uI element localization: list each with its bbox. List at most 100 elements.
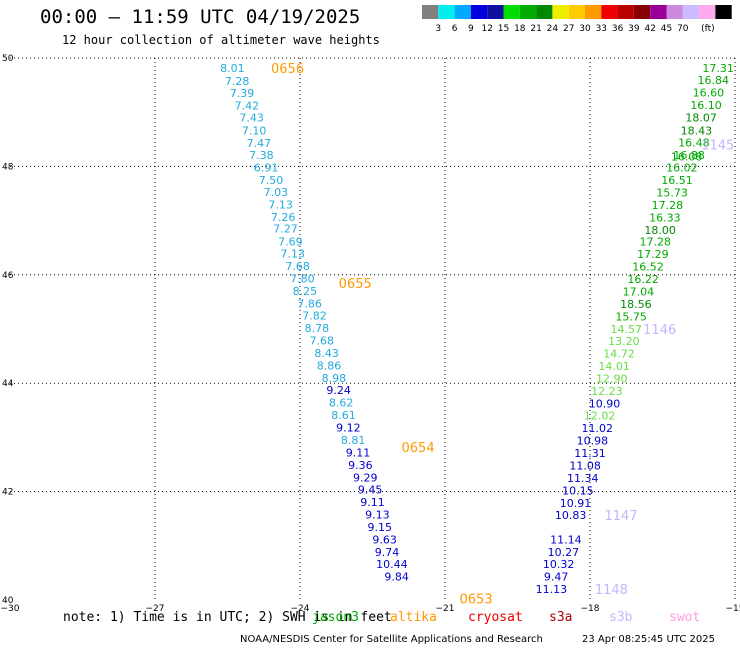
swh-value: 7.27 [273, 223, 298, 236]
credit-text: NOAA/NESDIS Center for Satellite Applica… [240, 634, 543, 645]
swh-value: 9.15 [368, 521, 393, 534]
swh-value: 16.88 [673, 149, 705, 162]
swh-value: 18.56 [620, 298, 652, 311]
scale-swatch [454, 5, 471, 19]
swh-value: 8.01 [220, 62, 245, 75]
swh-value: 7.68 [285, 260, 310, 273]
swh-value: 18.00 [644, 224, 676, 237]
swh-value: 10.44 [376, 558, 408, 571]
swh-value: 16.10 [690, 99, 722, 112]
scale-swatch [666, 5, 683, 19]
swh-value: 14.57 [611, 323, 643, 336]
swh-value: 12.90 [596, 372, 628, 385]
swh-value: 8.86 [317, 359, 342, 372]
swh-value: 11.34 [567, 472, 599, 485]
x-tick-label: −15 [726, 604, 740, 612]
swh-value: 9.84 [384, 571, 409, 584]
scale-tick-label: 18 [514, 24, 526, 34]
swh-value: 14.01 [598, 360, 630, 373]
y-tick-label: 50 [2, 54, 14, 64]
pass-time-label: 0654 [402, 441, 435, 456]
swh-value: 16.02 [666, 161, 698, 174]
satellite-label-s3a: s3a [549, 610, 573, 625]
scale-tick-label: 33 [596, 24, 607, 34]
y-tick-label: 46 [2, 271, 14, 281]
swh-value: 12.02 [584, 410, 616, 423]
scale-swatch [536, 5, 553, 19]
swh-value: 12.23 [591, 385, 623, 398]
y-tick-label: 40 [2, 596, 14, 606]
scale-swatch [617, 5, 634, 19]
x-tick-label: −21 [436, 604, 455, 612]
swh-value: 7.13 [268, 198, 293, 211]
swh-value: 7.10 [242, 125, 267, 138]
color-scale-legend: 3 6 9 12 15 18 21 24 27 30 33 36 39 42 45 70 (ft) [422, 5, 732, 34]
swh-value: 7.28 [225, 75, 250, 88]
scale-tick-label: 36 [612, 24, 624, 34]
swh-value: 7.39 [230, 87, 255, 100]
pass-time-label: 0655 [339, 277, 372, 292]
swh-value: 9.45 [358, 483, 383, 496]
swh-value: 7.43 [239, 112, 264, 125]
scale-tick-label: 42 [644, 24, 655, 34]
swh-value: 18.43 [681, 125, 713, 138]
x-tick-label: −18 [581, 604, 600, 612]
swh-value: 14.72 [603, 347, 635, 360]
satellite-label-swot: swot [669, 610, 701, 625]
scale-tick-label: 70 [677, 24, 689, 34]
swh-value: 11.02 [582, 422, 614, 435]
y-tick-label: 42 [2, 488, 13, 498]
scale-swatch [503, 5, 520, 19]
scale-tick-label: 30 [579, 24, 591, 34]
swh-value: 16.51 [661, 174, 693, 187]
note-text: note: 1) Time is in UTC; 2) SWH is in fe… [63, 610, 392, 625]
scale-swatch [552, 5, 569, 19]
swh-value: 10.90 [589, 397, 621, 410]
swh-value: 16.33 [649, 211, 681, 224]
swh-value: 8.78 [305, 322, 330, 335]
pass-time-label: 1146 [643, 323, 676, 338]
swh-value: 17.29 [637, 248, 669, 261]
swh-value: 16.84 [698, 74, 730, 87]
x-tick-label: −27 [146, 604, 165, 612]
pass-time-label: 0656 [271, 62, 304, 77]
swh-value: 7.38 [249, 149, 274, 162]
scale-swatch [438, 5, 455, 19]
swh-value: 7.82 [302, 309, 327, 322]
scale-tick-label: 12 [481, 24, 492, 34]
swh-value: 7.86 [297, 298, 322, 311]
swh-value: 6.91 [254, 161, 279, 174]
x-tick-label: −24 [291, 604, 310, 612]
scale-swatch [682, 5, 700, 19]
swh-value: 9.47 [544, 571, 569, 584]
swh-value: 7.68 [310, 334, 335, 347]
swh-value: 17.28 [652, 199, 684, 212]
satellite-label-s3b: s3b [609, 610, 633, 625]
satellite-label-cryosat: cryosat [468, 610, 523, 625]
x-tick-label: −30 [1, 604, 20, 612]
swh-value: 7.13 [281, 248, 306, 261]
scale-tick-label: 27 [563, 24, 574, 34]
swh-value: 7.47 [247, 137, 272, 150]
scale-swatch [470, 5, 488, 19]
swh-value: 7.80 [290, 273, 315, 286]
swh-value: 7.42 [235, 100, 260, 113]
swh-value: 7.26 [271, 211, 296, 224]
swh-value: 11.13 [536, 583, 568, 596]
swh-value: 16.48 [678, 137, 710, 150]
swh-value: 17.04 [623, 286, 655, 299]
pass-time-label: 1148 [595, 583, 628, 598]
swh-value: 15.75 [615, 311, 647, 324]
swh-value: 10.83 [555, 509, 587, 522]
scale-tick-label: 45 [661, 24, 672, 34]
scale-tick-label: 9 [468, 24, 474, 34]
swh-value: 9.11 [346, 447, 371, 460]
swh-value: 8.25 [293, 285, 318, 298]
swh-value: 8.61 [331, 409, 356, 422]
swh-value: 10.98 [577, 435, 609, 448]
swh-value: 8.98 [322, 372, 347, 385]
chart-title: 00:00 – 11:59 UTC 04/19/2025 [40, 6, 361, 28]
note-row: note: 1) Time is in UTC; 2) SWH is in fe… [0, 610, 740, 630]
pass-time-label: 0653 [460, 592, 493, 607]
swh-value: 11.14 [550, 533, 582, 546]
